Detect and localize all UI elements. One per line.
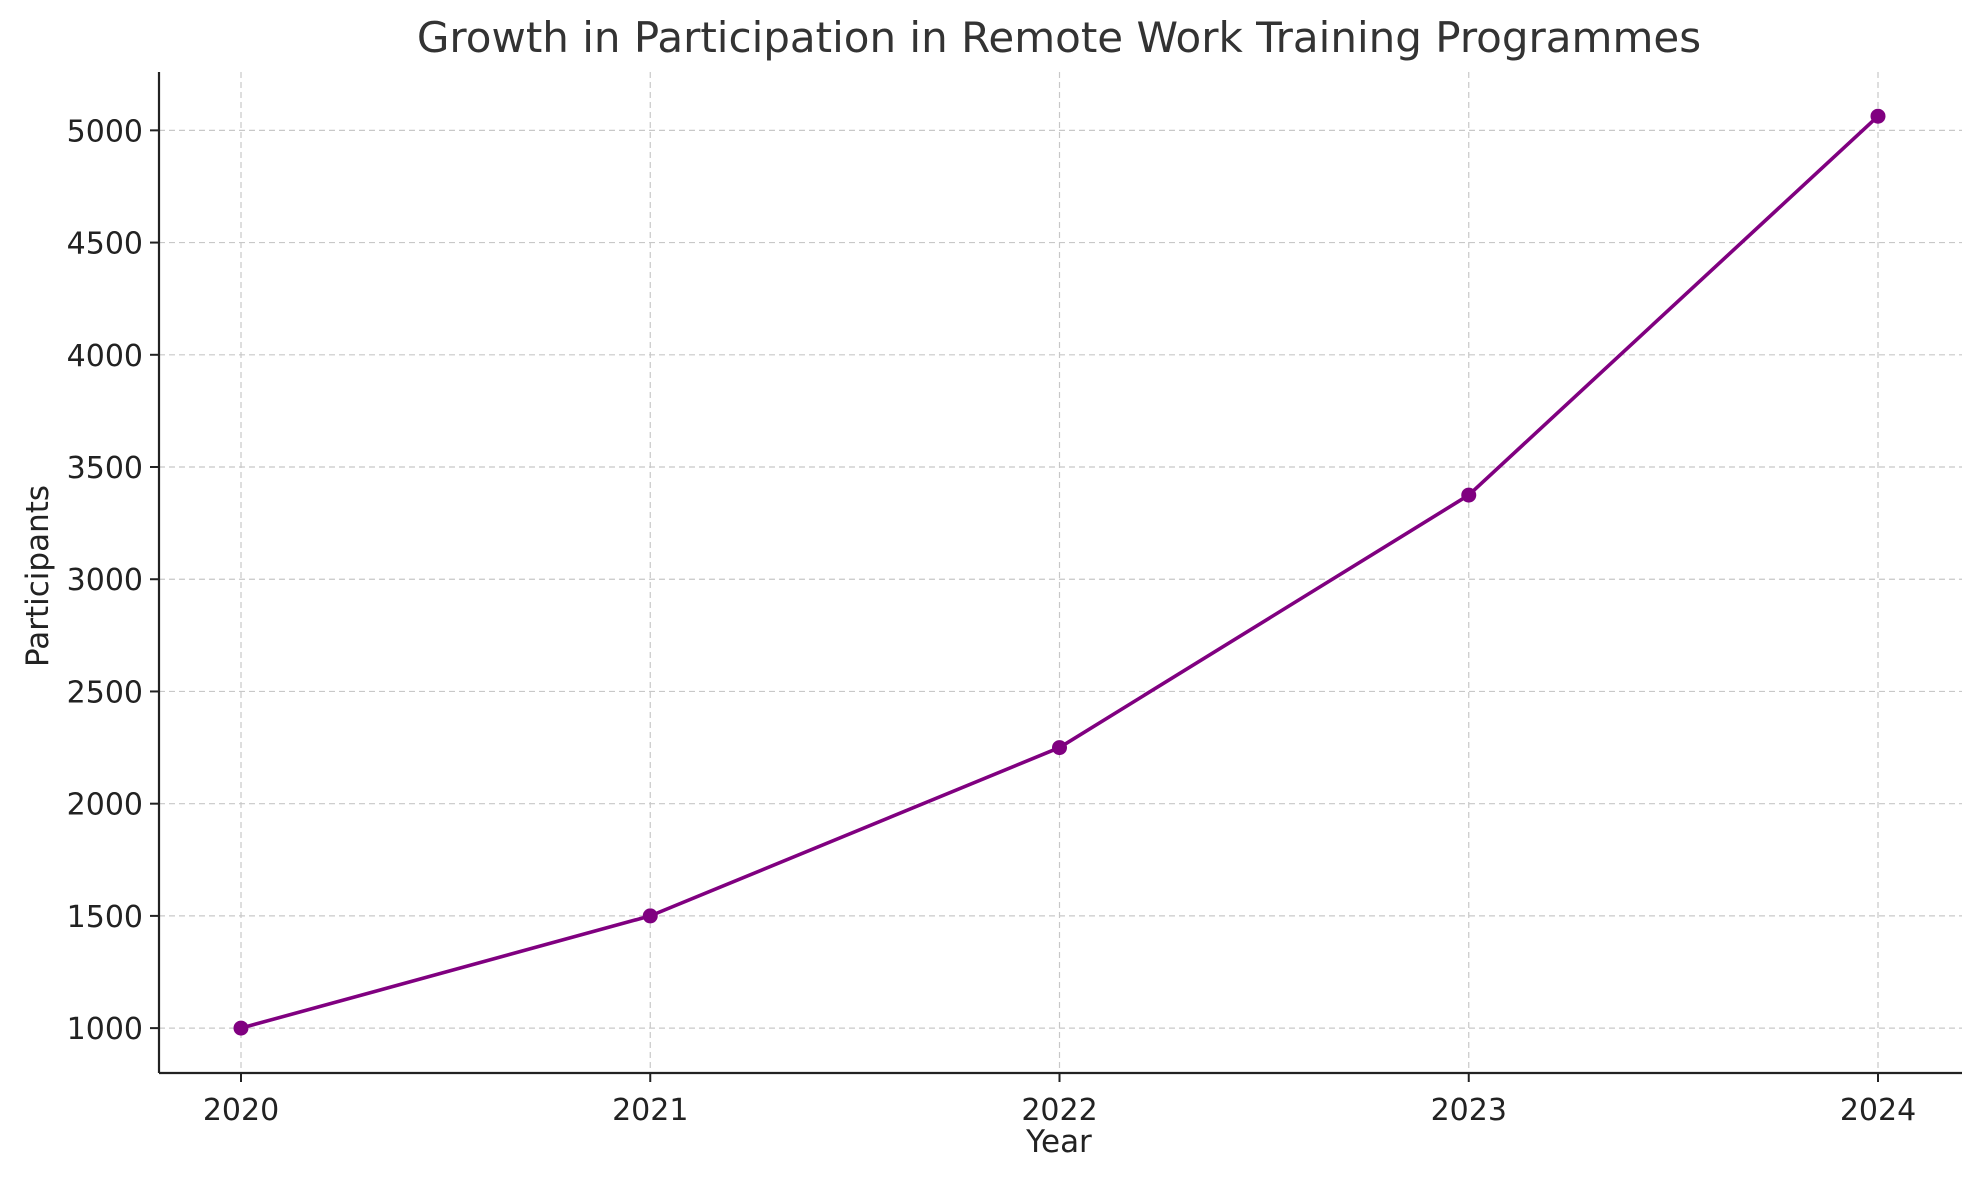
y-tick-label: 4500 [67, 227, 143, 262]
y-tick-label: 4000 [67, 339, 143, 374]
axes [157, 72, 1962, 1075]
x-tick-label: 2024 [1840, 1093, 1916, 1128]
y-tick-label: 1500 [67, 900, 143, 935]
x-tick-label: 2021 [612, 1093, 688, 1128]
x-axis-label: Year [1025, 1124, 1092, 1160]
chart-title: Growth in Participation in Remote Work T… [417, 13, 1701, 62]
y-tick-label: 2000 [67, 788, 143, 823]
y-tick-label: 2500 [67, 675, 143, 710]
y-tick-label: 1000 [67, 1012, 143, 1047]
x-tick-label: 2022 [1021, 1093, 1097, 1128]
data-point [233, 1020, 249, 1036]
y-tick-label: 3500 [67, 451, 143, 486]
x-tick-label: 2023 [1431, 1093, 1507, 1128]
x-ticks: 2020 2021 2022 2023 2024 [203, 1073, 1916, 1128]
y-ticks: 1000 1500 2000 2500 3000 3500 4000 4500 5000 [67, 114, 159, 1047]
data-point [1870, 108, 1886, 124]
y-tick-label: 3000 [67, 563, 143, 598]
data-point [642, 908, 658, 924]
grid [159, 72, 1962, 1073]
series [233, 108, 1886, 1036]
y-tick-label: 5000 [67, 114, 143, 149]
y-axis-label: Participants [20, 485, 56, 667]
data-point [1052, 740, 1067, 756]
x-tick-label: 2020 [203, 1093, 279, 1128]
data-point [1461, 487, 1477, 503]
